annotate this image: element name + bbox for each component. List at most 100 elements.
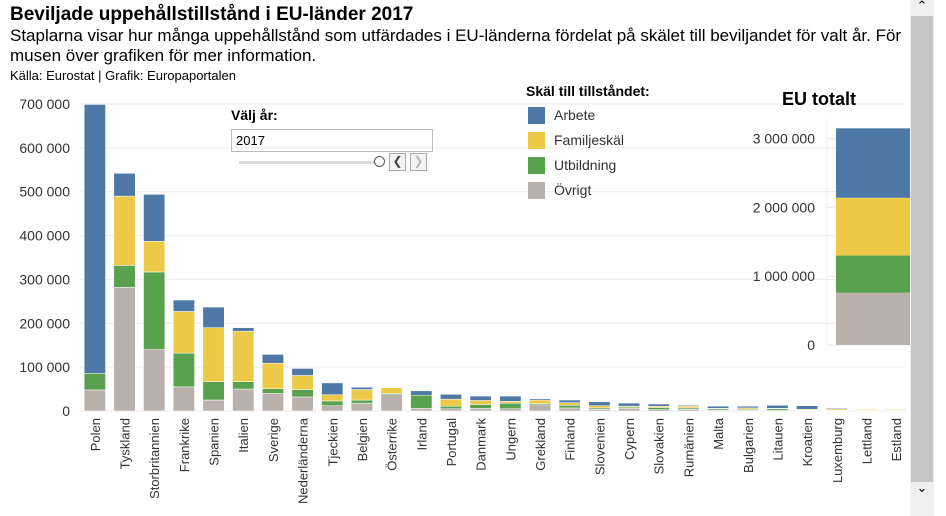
x-tick-label: Sverige (266, 418, 281, 462)
bar-segment-arbete (588, 401, 611, 406)
y-tick-label: 3 000 000 (753, 131, 815, 147)
bar-segment-övrigt (261, 393, 284, 412)
legend-item-ovrigt[interactable]: Övrigt (528, 182, 678, 202)
bar-segment-familjeskäl (202, 327, 225, 382)
bar-segment-arbete (113, 173, 136, 197)
bar-segment-familjeskäl (113, 195, 136, 266)
y-tick-label: 100 000 (19, 359, 70, 375)
bar-segment-övrigt (202, 399, 225, 412)
bar-segment-övrigt (588, 408, 611, 412)
x-tick-label: Luxemburg (830, 418, 845, 483)
legend-label: Övrigt (554, 182, 592, 198)
chart-subtitle: Staplarna visar hur många uppehållstånd … (10, 26, 902, 65)
x-tick-label: Portugal (444, 418, 459, 467)
x-tick-label: Irland (414, 418, 429, 451)
bar-segment-övrigt (113, 287, 136, 412)
y-tick-label: 400 000 (19, 228, 70, 244)
bar-segment-arbete (83, 104, 106, 374)
bar-segment-arbete (618, 402, 640, 407)
bar-segment-utbildning (499, 402, 522, 410)
bar-segment-övrigt (143, 349, 166, 412)
bar-segment-arbete (647, 403, 670, 407)
next-year-button[interactable]: ❯ (410, 153, 427, 171)
bar-segment-övrigt (618, 408, 640, 412)
prev-year-button[interactable]: ❮ (389, 153, 406, 171)
x-tick-label: Belgien (355, 418, 370, 461)
legend-item-familjeskal[interactable]: Familjeskäl (528, 132, 678, 152)
y-tick-label: 300 000 (19, 271, 70, 287)
bar-segment-utbildning (321, 400, 344, 406)
vertical-scrollbar[interactable]: ⌃ ⌄ (910, 0, 934, 516)
x-tick-label: Kroatien (800, 418, 815, 466)
scrollbar-thumb[interactable] (911, 16, 933, 482)
bar-segment-familjeskäl (440, 398, 462, 407)
bar-segment-familjeskäl (291, 375, 314, 390)
x-tick-label: Bulgarien (741, 418, 756, 473)
scroll-up-icon[interactable]: ⌃ (916, 0, 928, 13)
x-tick-label: Lettland (859, 418, 874, 464)
eu-bar-segment-familjeskäl (836, 197, 910, 256)
bar-segment-arbete (825, 407, 848, 410)
year-input[interactable]: 2017 (231, 129, 433, 152)
bar-segment-arbete (143, 194, 166, 242)
bar-segment-arbete (202, 306, 225, 328)
year-selector: Välj år: 2017 ❮ ❯ (231, 107, 433, 171)
y-tick-label: 600 000 (19, 140, 70, 156)
x-tick-label: Ungern (503, 418, 518, 461)
scroll-down-icon[interactable]: ⌄ (916, 480, 928, 495)
bar-segment-arbete (796, 405, 819, 410)
bar-segment-arbete (885, 408, 908, 410)
bar-segment-övrigt (380, 394, 403, 412)
x-tick-label: Malta (711, 417, 726, 450)
x-tick-label: Österrike (385, 418, 400, 471)
legend: Skäl till tillståndet: Arbete Familjeskä… (526, 83, 650, 199)
bar-segment-arbete (766, 405, 789, 409)
legend-item-arbete[interactable]: Arbete (528, 107, 678, 127)
bar-segment-övrigt (83, 389, 106, 412)
bar-segment-utbildning (647, 407, 670, 410)
legend-label: Familjeskäl (554, 132, 625, 148)
bar-segment-övrigt (469, 408, 492, 412)
y-tick-label: 2 000 000 (753, 199, 815, 215)
bar-segment-familjeskäl (529, 399, 551, 404)
bar-segment-arbete (351, 387, 373, 390)
source-text: Källa: Eurostat | Grafik: Europaportalen (10, 68, 236, 83)
bar-segment-familjeskäl (380, 387, 403, 394)
legend-label: Arbete (554, 107, 596, 123)
bar-segment-övrigt (321, 405, 344, 412)
bar-segment-familjeskäl (588, 405, 611, 409)
x-tick-label: Nederländerna (296, 417, 311, 504)
y-tick-label: 500 000 (19, 184, 70, 200)
chevron-right-icon: ❯ (413, 154, 424, 168)
bar-segment-familjeskäl (172, 311, 195, 354)
bar-segment-övrigt (677, 408, 700, 412)
bar-segment-arbete (380, 387, 403, 389)
x-tick-label: Storbritannien (147, 418, 162, 499)
legend-swatch (528, 157, 545, 174)
bar-segment-familjeskäl (232, 330, 255, 382)
bar-segment-övrigt (499, 408, 522, 412)
year-slider-thumb[interactable] (374, 156, 385, 167)
bar-segment-arbete (499, 395, 522, 402)
bar-segment-utbildning (113, 265, 136, 288)
chevron-left-icon: ❮ (392, 154, 403, 168)
year-slider-track[interactable] (239, 161, 379, 164)
x-tick-label: Finland (563, 418, 578, 461)
bar-segment-utbildning (410, 394, 433, 409)
bar-segment-arbete (440, 394, 462, 400)
legend-item-utbildning[interactable]: Utbildning (528, 157, 678, 177)
bar-segment-övrigt (172, 386, 195, 412)
bar-segment-familjeskäl (321, 394, 344, 402)
x-tick-label: Polen (88, 418, 103, 451)
eu-bar-segment-arbete (836, 128, 910, 198)
eu-total-title: EU totalt (782, 89, 856, 109)
bar-segment-utbildning (83, 373, 106, 391)
x-tick-label: Danmark (474, 418, 489, 471)
bar-segment-utbildning (172, 352, 195, 388)
bar-segment-övrigt (529, 404, 551, 412)
bar-segment-familjeskäl (469, 400, 492, 405)
x-tick-label: Frankrike (177, 418, 192, 472)
bar-segment-arbete (736, 405, 759, 409)
bar-segment-övrigt (232, 388, 255, 412)
